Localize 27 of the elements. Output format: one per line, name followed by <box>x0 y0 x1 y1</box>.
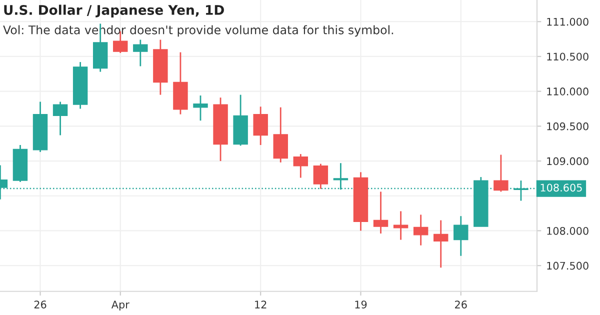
candlestick <box>193 94 208 122</box>
chart-title: U.S. Dollar / Japanese Yen, 1D <box>4 4 224 18</box>
y-tick-label: 111.000 <box>547 18 588 26</box>
candlestick <box>373 191 388 234</box>
x-tick-label: 26 <box>34 300 46 308</box>
candlestick <box>293 153 308 178</box>
x-tick-label: 19 <box>355 300 367 308</box>
ref-line-label: 108.605 <box>540 184 582 192</box>
candlestick <box>393 210 408 240</box>
candlestick <box>494 154 508 192</box>
y-tick-label: 110.500 <box>547 52 588 61</box>
x-tick-label: Apr <box>111 300 130 310</box>
candlestick <box>433 220 448 268</box>
candlestick <box>273 106 288 164</box>
y-tick-label: 107.500 <box>547 262 588 270</box>
candlestick <box>133 39 148 67</box>
candlestick <box>52 101 68 136</box>
y-tick-label: 109.000 <box>547 157 588 166</box>
y-tick-label: 109.500 <box>547 122 588 130</box>
x-tick-label: 12 <box>255 300 266 308</box>
x-tick-label: 26 <box>455 300 467 308</box>
y-tick-label: 108.000 <box>547 226 588 235</box>
candlestick <box>454 215 468 257</box>
candlestick <box>413 214 428 246</box>
candlestick <box>253 106 268 146</box>
y-tick-label: 110.000 <box>547 88 588 96</box>
candlestick <box>313 163 328 190</box>
